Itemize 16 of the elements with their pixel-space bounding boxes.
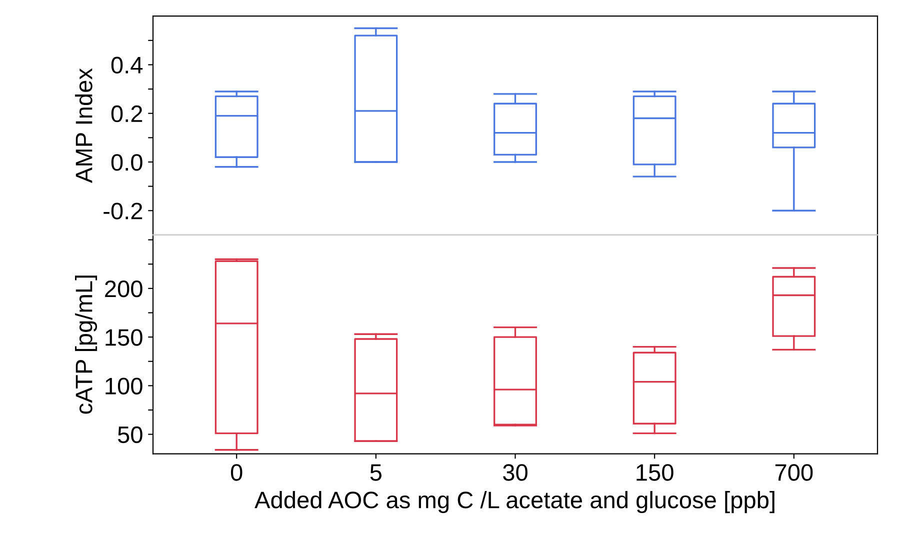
y-tick-label: 150 xyxy=(106,329,142,346)
x-tick-label: 5 xyxy=(370,464,382,481)
y-tick-label: 0.0 xyxy=(111,154,142,171)
x-tick-label: 150 xyxy=(636,464,674,481)
y-tick-label: -0.2 xyxy=(104,202,142,220)
x-tick-label: 30 xyxy=(503,464,528,481)
y-tick-label: 50 xyxy=(118,426,142,444)
y-tick-label: 100 xyxy=(106,378,142,394)
y-tick-label: 0.2 xyxy=(111,105,142,122)
x-tick-label: 700 xyxy=(775,464,813,481)
y-axis-title: cATP [pg/mL] xyxy=(75,276,98,414)
y-tick-label: 200 xyxy=(105,280,142,298)
x-axis-title: Added AOC as mg C /L acetate and glucose [ppb] xyxy=(254,491,774,514)
y-tick-label: 0.4 xyxy=(111,56,143,74)
x-tick-label: 0 xyxy=(230,464,242,481)
y-axis-title: AMP Index xyxy=(75,68,92,184)
